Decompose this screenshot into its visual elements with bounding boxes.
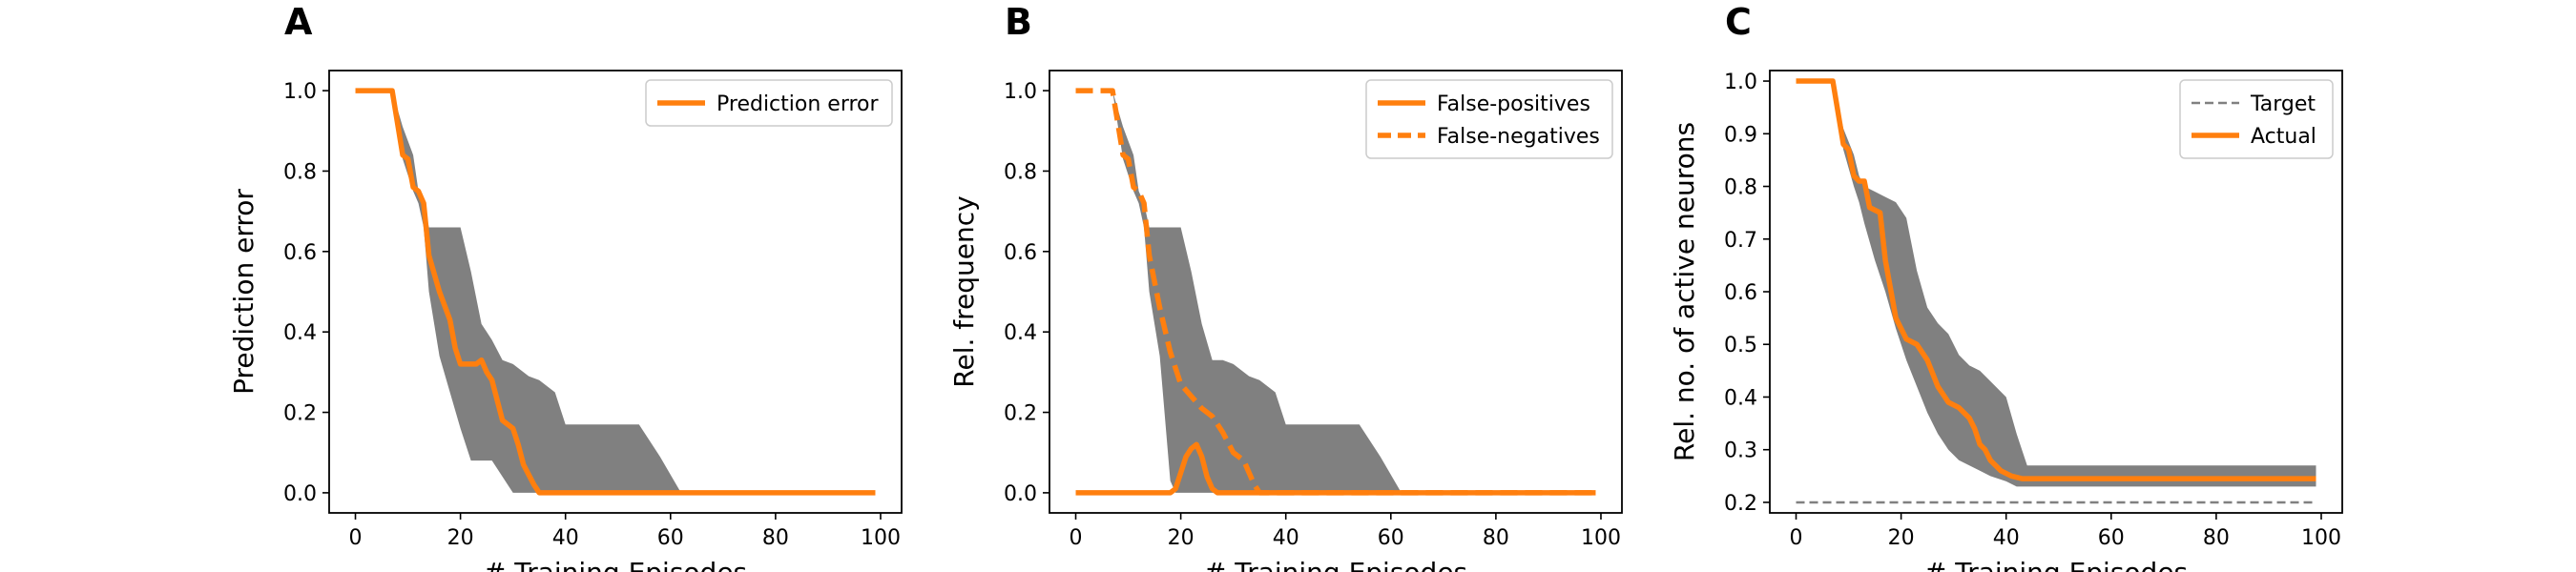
panel-letter: A bbox=[284, 1, 313, 43]
x-tick-label: 60 bbox=[657, 526, 684, 550]
y-tick-label: 0.0 bbox=[283, 482, 317, 506]
panel-letter: B bbox=[1005, 1, 1032, 43]
x-tick-label: 20 bbox=[447, 526, 474, 550]
x-axis-label: # Training Episodes bbox=[1924, 557, 2188, 572]
axes-frame bbox=[1049, 70, 1623, 514]
y-axis-label: Rel. frequency bbox=[948, 195, 980, 387]
legend-label: Target bbox=[2250, 92, 2316, 116]
x-tick-label: 60 bbox=[2098, 526, 2125, 550]
y-axis-label: Rel. no. of active neurons bbox=[1669, 122, 1700, 461]
y-tick-label: 0.0 bbox=[1004, 482, 1037, 506]
legend-label: False-negatives bbox=[1437, 125, 1600, 149]
series-line-prediction-error bbox=[355, 88, 876, 496]
panel-c: C 0 20 40 60 80 100 0.2 0.3 0.4 0.5 0.6 0.7 0.8 0.9 1.0… bbox=[1669, 1, 2343, 572]
variance-band bbox=[1075, 91, 1596, 493]
y-tick-label: 0.2 bbox=[1724, 492, 1757, 516]
axes-frame bbox=[328, 70, 903, 514]
x-tick-label: 80 bbox=[2203, 526, 2230, 550]
x-tick-label: 40 bbox=[1993, 526, 2020, 550]
variance-band bbox=[355, 91, 876, 493]
x-tick-label: 40 bbox=[552, 526, 579, 550]
y-tick-label: 0.9 bbox=[1724, 123, 1757, 147]
x-tick-label: 0 bbox=[1790, 526, 1803, 550]
y-tick-label: 0.8 bbox=[1724, 176, 1757, 200]
panel-b: B 0 20 40 60 80 100 0.0 0.2 0.4 0.6 0.8 1.0 # Trainin… bbox=[948, 1, 1623, 572]
x-tick-label: 0 bbox=[349, 526, 363, 550]
x-tick-label: 0 bbox=[1070, 526, 1083, 550]
x-tick-label: 20 bbox=[1168, 526, 1195, 550]
y-tick-label: 0.2 bbox=[1004, 402, 1037, 426]
x-tick-label: 100 bbox=[861, 526, 901, 550]
y-tick-label: 0.4 bbox=[1724, 386, 1757, 410]
y-tick-label: 0.3 bbox=[1724, 439, 1757, 463]
series-line-actual bbox=[1796, 78, 2316, 481]
legend-label: Prediction error bbox=[717, 92, 879, 116]
x-tick-label: 40 bbox=[1273, 526, 1299, 550]
panel-a: A 0 20 40 60 80 100 0.0 0.2 0.4 0.6 0.8 1.0 # Trainin… bbox=[228, 1, 903, 572]
x-tick-label: 100 bbox=[2301, 526, 2341, 550]
series-line-false-positives bbox=[1075, 441, 1596, 496]
x-tick-label: 60 bbox=[1378, 526, 1404, 550]
x-tick-label: 100 bbox=[1581, 526, 1621, 550]
x-tick-label: 80 bbox=[1483, 526, 1509, 550]
y-tick-label: 0.2 bbox=[283, 402, 317, 426]
variance-band bbox=[1796, 81, 2316, 487]
x-tick-label: 80 bbox=[762, 526, 789, 550]
legend: False-positives False-negatives bbox=[1365, 79, 1613, 159]
legend: Target Actual bbox=[2179, 79, 2334, 159]
y-tick-label: 0.7 bbox=[1724, 229, 1757, 253]
legend-label: Actual bbox=[2251, 125, 2316, 149]
x-axis-label: # Training Episodes bbox=[1204, 557, 1467, 572]
y-axis-label: Prediction error bbox=[228, 189, 260, 395]
y-tick-label: 0.4 bbox=[283, 321, 317, 345]
y-tick-label: 1.0 bbox=[283, 80, 317, 104]
legend-box bbox=[645, 79, 893, 127]
y-tick-label: 0.6 bbox=[1724, 281, 1757, 305]
x-tick-label: 20 bbox=[1888, 526, 1915, 550]
panel-letter: C bbox=[1725, 1, 1752, 43]
y-tick-label: 0.6 bbox=[1004, 241, 1037, 265]
y-tick-label: 0.6 bbox=[283, 241, 317, 265]
x-axis-label: # Training Episodes bbox=[484, 557, 747, 572]
y-tick-label: 1.0 bbox=[1724, 71, 1757, 94]
legend-box bbox=[2179, 79, 2334, 159]
series-line-false-negatives bbox=[1075, 88, 1596, 496]
y-tick-label: 0.4 bbox=[1004, 321, 1037, 345]
y-tick-label: 0.8 bbox=[1004, 160, 1037, 184]
y-tick-label: 0.5 bbox=[1724, 334, 1757, 358]
legend: Prediction error bbox=[645, 79, 893, 127]
y-tick-label: 0.8 bbox=[283, 160, 317, 184]
legend-label: False-positives bbox=[1437, 92, 1590, 116]
y-tick-label: 1.0 bbox=[1004, 80, 1037, 104]
legend-box bbox=[1365, 79, 1613, 159]
